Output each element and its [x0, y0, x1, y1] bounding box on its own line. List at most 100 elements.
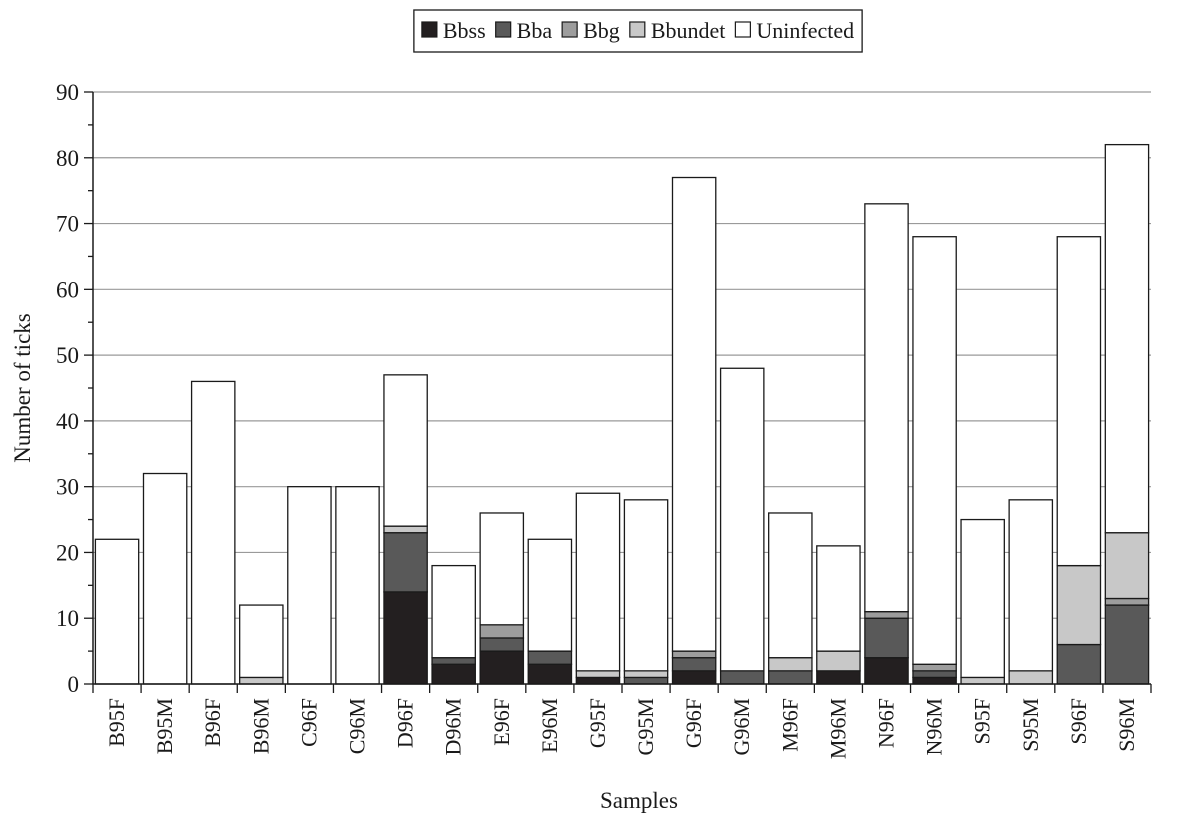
- bar-segment-bbundet-g95f: [575, 670, 621, 679]
- bar-segment-bba-d96m: [431, 657, 476, 665]
- bar-segment-uninfected-e96f: [479, 512, 525, 626]
- y-axis-ticks: 0 10 20 30 40 50 60 70 80 90: [56, 80, 93, 697]
- bar-segment-bbundet-g95m: [623, 670, 669, 679]
- legend-label-bbss: Bbss: [443, 18, 486, 43]
- bar-segment-uninfected-g96f: [671, 176, 717, 652]
- y-tick-label: 50: [56, 343, 79, 368]
- x-tick-label-s95m: S95M: [1018, 698, 1043, 752]
- bar-stack-g96f: [671, 176, 717, 685]
- bar-segment-bbg-e96f: [479, 624, 525, 639]
- bar-segment-bbundet-m96m: [816, 650, 861, 672]
- bar-segment-bbundet-b96m: [239, 676, 284, 685]
- bar-segment-bba-d96f: [383, 532, 428, 593]
- bar-segment-bba-g96m: [719, 670, 765, 685]
- x-tick-label-e96f: E96F: [489, 698, 514, 746]
- bar-segment-bbundet-s95m: [1008, 670, 1054, 685]
- bar-stack-b96m: [239, 604, 284, 685]
- bar-segment-uninfected-m96m: [816, 545, 861, 652]
- bar-segment-bba-n96m: [912, 670, 957, 679]
- bar-stack-s96f: [1056, 236, 1102, 685]
- bar-segment-uninfected-d96m: [431, 564, 476, 659]
- bar-segment-bba-g96f: [671, 657, 717, 672]
- bar-stack-s96m: [1104, 143, 1150, 685]
- bar-stack-e96f: [479, 512, 525, 685]
- bar-segment-uninfected-s95f: [960, 518, 1005, 679]
- legend-swatch-bba: [495, 21, 512, 38]
- bar-segment-bbg-n96f: [864, 610, 909, 619]
- y-tick-label: 0: [68, 672, 80, 697]
- bar-stack-d96m: [431, 564, 476, 685]
- x-tick-label-c96f: C96F: [296, 698, 321, 747]
- x-tick-label-n96m: N96M: [922, 698, 947, 755]
- x-axis-label: Samples: [600, 788, 678, 813]
- x-tick-label-g96f: G96F: [681, 698, 706, 748]
- bar-stack-e96m: [527, 538, 573, 685]
- x-tick-label-s96f: S96F: [1066, 698, 1091, 744]
- bar-segment-bba-n96f: [864, 617, 909, 659]
- bar-segment-bba-e96m: [527, 650, 573, 665]
- y-tick-label: 30: [56, 475, 79, 500]
- bar-segment-bbss-d96f: [383, 591, 428, 685]
- bar-stack-m96f: [768, 512, 813, 685]
- legend-label-bbg: Bbg: [583, 18, 620, 43]
- x-tick-label-m96m: M96M: [825, 698, 850, 759]
- bar-segment-uninfected-b96m: [239, 604, 284, 679]
- y-tick-label: 70: [56, 212, 79, 237]
- x-tick-label-d96m: D96M: [441, 698, 466, 755]
- bar-stack-g95f: [575, 492, 621, 685]
- bar-stack-c96m: [335, 486, 380, 685]
- bar-segment-bbundet-s95f: [960, 676, 1005, 685]
- bar-segment-bba-s96m: [1104, 604, 1150, 685]
- bar-stack-n96f: [864, 203, 909, 685]
- legend-swatch-uninfected: [734, 21, 751, 38]
- bar-segment-bbss-g96f: [671, 670, 717, 685]
- bar-stack-b95f: [94, 538, 140, 685]
- legend-label-bba: Bba: [517, 18, 553, 43]
- bar-segment-bbss-n96f: [864, 657, 909, 685]
- bar-stack-n96m: [912, 236, 957, 685]
- x-tick-label-b96f: B96F: [200, 698, 225, 747]
- bars: [94, 143, 1150, 685]
- bar-segment-bbss-e96m: [527, 663, 573, 685]
- bar-segment-bba-e96f: [479, 637, 525, 652]
- bar-segment-uninfected-b95m: [142, 472, 188, 685]
- x-tick-label-s96m: S96M: [1114, 698, 1139, 752]
- bar-segment-bbg-g96f: [671, 650, 717, 659]
- x-tick-label-m96f: M96F: [777, 698, 802, 752]
- y-tick-label: 10: [56, 606, 79, 631]
- legend: Bbss Bba Bbg Bbundet Uninfected: [413, 9, 863, 53]
- bar-segment-uninfected-g96m: [719, 367, 765, 672]
- bar-segment-bbundet-m96f: [768, 657, 813, 672]
- bar-stack-d96f: [383, 374, 428, 685]
- y-axis-label: Number of ticks: [10, 313, 35, 463]
- legend-label-uninfected: Uninfected: [756, 18, 854, 43]
- bar-segment-uninfected-c96m: [335, 486, 380, 685]
- y-tick-label: 80: [56, 146, 79, 171]
- bar-stack-g95m: [623, 499, 669, 685]
- x-tick-label-d96f: D96F: [393, 698, 418, 748]
- bar-segment-bba-s96f: [1056, 643, 1102, 685]
- legend-swatch-bbg: [561, 21, 578, 38]
- legend-swatch-bbss: [421, 21, 438, 38]
- bar-segment-bbg-s96m: [1104, 597, 1150, 606]
- x-tick-label-b95f: B95F: [104, 698, 129, 747]
- bar-segment-uninfected-n96m: [912, 236, 957, 665]
- bar-segment-uninfected-e96m: [527, 538, 573, 652]
- bar-segment-bbss-n96m: [912, 676, 957, 685]
- y-tick-label: 20: [56, 540, 79, 565]
- bar-stack-b95m: [142, 472, 188, 685]
- x-tick-label-b95m: B95M: [152, 698, 177, 754]
- bar-segment-uninfected-n96f: [864, 203, 909, 613]
- x-tick-label-g96m: G96M: [729, 698, 754, 755]
- bar-stack-m96m: [816, 545, 861, 685]
- bar-segment-uninfected-g95f: [575, 492, 621, 672]
- bar-stack-s95m: [1008, 499, 1054, 685]
- x-tick-label-g95m: G95M: [633, 698, 658, 755]
- x-axis-ticks: B95F B95M B96F B96M C96F C96M D96F D96M E96F E96M…: [92, 684, 1152, 759]
- bar-segment-bbss-g95f: [575, 676, 621, 685]
- y-tick-label: 60: [56, 277, 79, 302]
- legend-label-bbundet: Bbundet: [651, 18, 726, 43]
- bar-segment-bbss-m96m: [816, 670, 861, 685]
- bar-segment-uninfected-c96f: [287, 486, 332, 685]
